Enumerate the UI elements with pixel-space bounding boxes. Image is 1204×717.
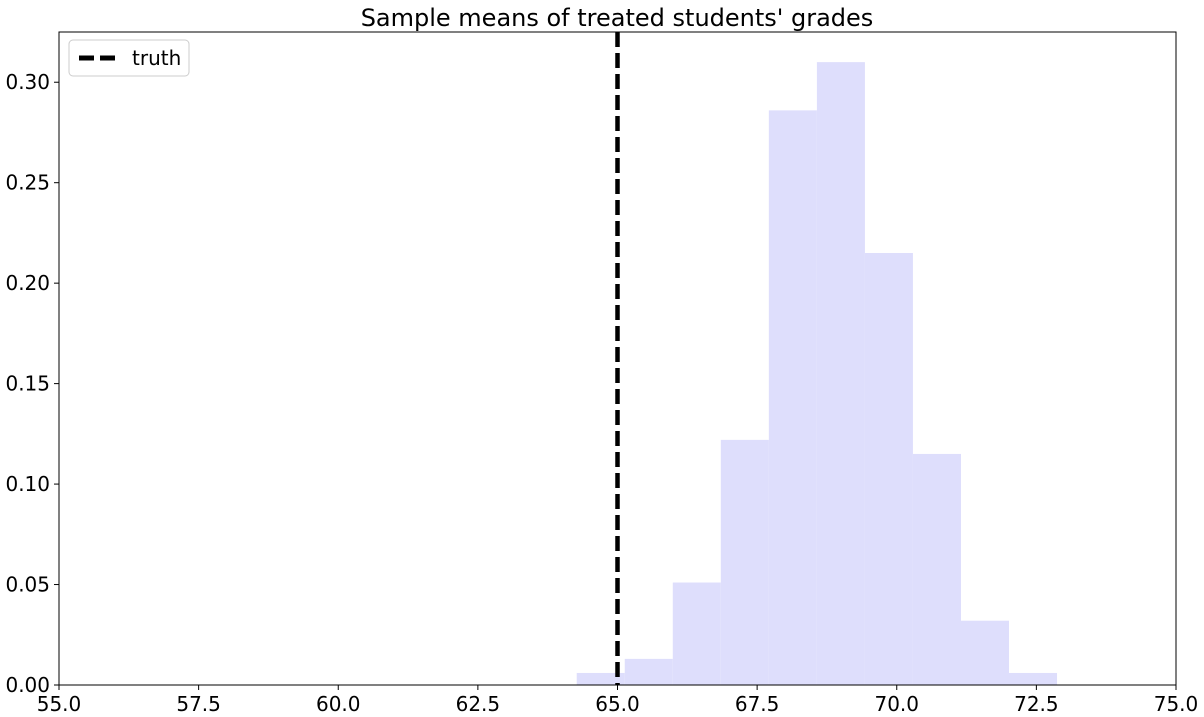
axes: 55.0 57.5 60.0 62.5 65.0 67.5 70.0 72.5 75.0 0.00…	[5, 31, 1199, 716]
x-tick-label-5: 67.5	[735, 692, 780, 716]
legend: truth	[68, 39, 190, 77]
histogram-bar-9	[1009, 672, 1058, 685]
x-tick-label-7: 72.5	[1014, 692, 1059, 716]
histogram-bar-5	[816, 62, 865, 685]
y-tick-label-4: 0.20	[5, 271, 50, 295]
x-tick-label-4: 65.0	[595, 692, 640, 716]
legend-box	[68, 39, 190, 77]
x-tick-label-3: 62.5	[456, 692, 501, 716]
y-tick-label-1: 0.05	[5, 573, 50, 597]
x-tick-label-0: 55.0	[37, 692, 82, 716]
histogram-bar-2	[672, 582, 721, 685]
histogram-bar-7	[912, 453, 961, 685]
x-tick-label-8: 75.0	[1154, 692, 1199, 716]
histogram-bar-4	[768, 110, 817, 686]
x-tick-label-2: 60.0	[316, 692, 361, 716]
y-tick-label-0: 0.00	[5, 673, 50, 697]
chart-title: Sample means of treated students' grades	[361, 4, 874, 32]
y-tick-label-3: 0.15	[5, 372, 50, 396]
x-tick-label-6: 70.0	[874, 692, 919, 716]
histogram-bar-3	[720, 439, 769, 685]
y-tick-label-2: 0.10	[5, 472, 50, 496]
histogram-bar-1	[624, 658, 673, 685]
x-tick-label-1: 57.5	[176, 692, 221, 716]
legend-label: truth	[132, 46, 181, 70]
histogram-bar-8	[960, 620, 1010, 685]
histogram-bar-0	[576, 672, 625, 685]
histogram-bar-6	[864, 253, 913, 685]
y-tick-label-6: 0.30	[5, 70, 50, 94]
histogram-bars	[576, 62, 1058, 686]
y-tick-label-5: 0.25	[5, 171, 50, 195]
